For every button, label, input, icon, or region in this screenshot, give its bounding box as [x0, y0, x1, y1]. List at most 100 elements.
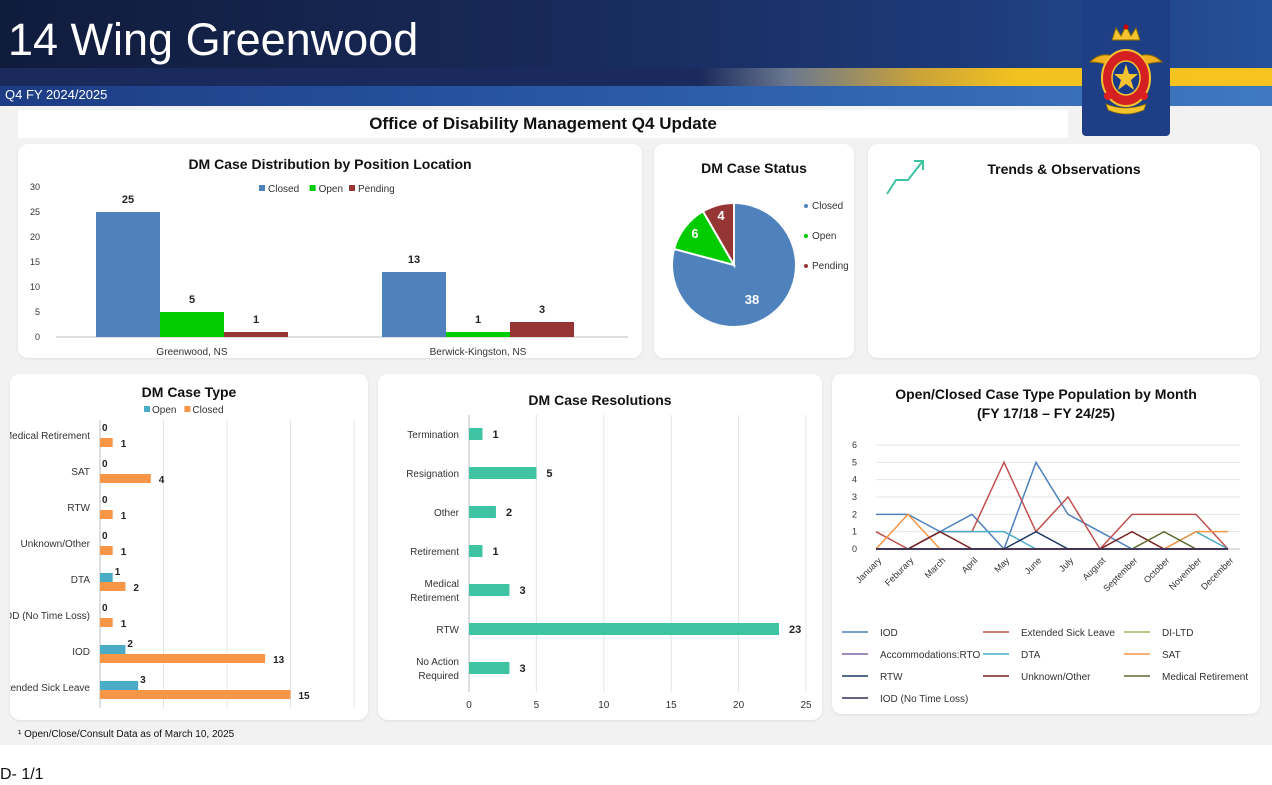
legend-label: Medical Retirement: [1162, 672, 1248, 683]
bar: [100, 618, 113, 627]
category-label: SAT: [71, 467, 90, 478]
x-tick-label: 0: [466, 700, 472, 711]
y-tick-label: 4: [852, 475, 857, 485]
crest-icon: [1088, 24, 1164, 115]
update-title: Office of Disability Management Q4 Updat…: [18, 110, 1068, 138]
x-tick-label: January: [854, 555, 884, 585]
y-tick-label: 3: [852, 492, 857, 502]
data-label: 1: [492, 546, 498, 558]
x-tick-label: Berwick-Kingston, NS: [430, 347, 527, 358]
category-label: Other: [434, 508, 460, 519]
pie-slice: [701, 201, 735, 269]
data-label: 25: [122, 194, 134, 206]
data-label: 23: [789, 624, 801, 636]
pie-label: 4: [717, 208, 725, 223]
x-tick-label: December: [1199, 555, 1235, 591]
data-label: 4: [159, 475, 165, 486]
category-label: IOD: [72, 647, 90, 658]
bar: [100, 654, 266, 663]
legend-label: DTA: [1021, 650, 1041, 661]
rcaf-crest-logo: [1082, 0, 1170, 136]
category-label: Termination: [407, 430, 459, 441]
monthly-line-chart: 0 1 2 3 4 5 6 January Feburary March April May June J…: [842, 440, 1248, 705]
x-tick-label: August: [1081, 555, 1108, 582]
bar: [469, 662, 510, 674]
bar: [100, 645, 126, 654]
data-label: 2: [133, 583, 139, 594]
resolutions-card: DM Case Resolutions 0 5 10 15 20 25 Terminatio…: [378, 374, 822, 720]
resolutions-title: DM Case Resolutions: [528, 392, 672, 408]
y-tick-label: 6: [852, 440, 857, 450]
legend-swatch: [804, 204, 808, 208]
category-label: Retirement: [410, 547, 459, 558]
category-label: Medical Retirement: [10, 431, 90, 442]
data-label: 13: [408, 254, 420, 266]
data-label: 3: [519, 663, 525, 675]
x-tick-label: May: [992, 555, 1011, 574]
bar: [100, 510, 113, 519]
x-tick-label: November: [1167, 555, 1203, 591]
data-label: 2: [127, 639, 133, 650]
category-label: Extended Sick Leave: [10, 683, 90, 694]
distribution-card: DM Case Distribution by Position Locatio…: [18, 144, 642, 358]
y-tick-label: 1: [852, 527, 857, 537]
data-label: 0: [102, 531, 108, 542]
monthly-title: Open/Closed Case Type Population by Mont…: [895, 386, 1197, 402]
bar: [96, 212, 160, 337]
data-label: 1: [121, 439, 127, 450]
monthly-subtitle: (FY 17/18 – FY 24/25): [976, 405, 1115, 421]
x-tick-label: 25: [800, 700, 812, 711]
bar: [382, 272, 446, 337]
data-label: 0: [102, 603, 108, 614]
legend-label: Pending: [812, 261, 849, 272]
data-label: 1: [121, 547, 127, 558]
status-title: DM Case Status: [701, 160, 807, 176]
bar: [469, 623, 780, 635]
y-tick-label: 20: [30, 232, 40, 242]
trends-card: Trends & Observations: [868, 144, 1260, 358]
legend-label: Closed: [192, 405, 223, 416]
category-label: Retirement: [410, 593, 459, 604]
bar: [100, 573, 113, 582]
page-number: D- 1/1: [0, 766, 44, 783]
legend-label: Open: [812, 231, 836, 242]
bar: [100, 690, 291, 699]
data-label: 1: [121, 511, 127, 522]
legend-label: Closed: [268, 184, 299, 195]
data-label: 15: [299, 691, 311, 702]
status-pie-chart: 38 6 4 Closed Open Pending: [671, 201, 849, 328]
legend-swatch: [184, 406, 191, 412]
legend-swatch: [804, 264, 808, 268]
legend-swatch: [144, 406, 150, 412]
bar: [160, 312, 224, 337]
legend-swatch: [804, 234, 808, 238]
legend-label: Closed: [812, 201, 843, 212]
data-label: 5: [546, 468, 552, 480]
y-tick-label: 25: [30, 207, 40, 217]
y-tick-label: 0: [35, 332, 40, 342]
bar: [100, 681, 139, 690]
legend-label: IOD: [880, 628, 898, 639]
bar: [469, 584, 510, 596]
category-label: Medical: [425, 579, 459, 590]
resolutions-chart: 0 5 10 15 20 25 Termination 1 Resignation 5 Other 2…: [406, 415, 812, 711]
data-label: 1: [253, 314, 259, 326]
data-label: 0: [102, 423, 108, 434]
x-tick-label: 10: [598, 700, 610, 711]
category-label: RTW: [67, 503, 90, 514]
x-tick-label: 20: [733, 700, 745, 711]
y-tick-label: 15: [30, 257, 40, 267]
legend-label: Unknown/Other: [1021, 672, 1091, 683]
data-label: 1: [121, 619, 127, 630]
case-type-card: DM Case Type Medical Retirement 0 1 SAT 0 4 RT…: [10, 374, 368, 720]
header-blue-band: [0, 86, 1272, 106]
status-card: DM Case Status 38 6 4 Closed Open Pending: [654, 144, 854, 358]
legend-label: IOD (No Time Loss): [880, 694, 968, 705]
dashboard-slide: 14 Wing Greenwood Q4 FY 2024/2025 Office…: [0, 0, 1272, 745]
case-type-title: DM Case Type: [141, 384, 237, 400]
category-label: DTA: [71, 575, 91, 586]
x-tick-label: April: [960, 555, 980, 575]
page-title: 14 Wing Greenwood: [8, 14, 419, 65]
pie-label: 6: [691, 226, 698, 241]
bar: [100, 582, 126, 591]
